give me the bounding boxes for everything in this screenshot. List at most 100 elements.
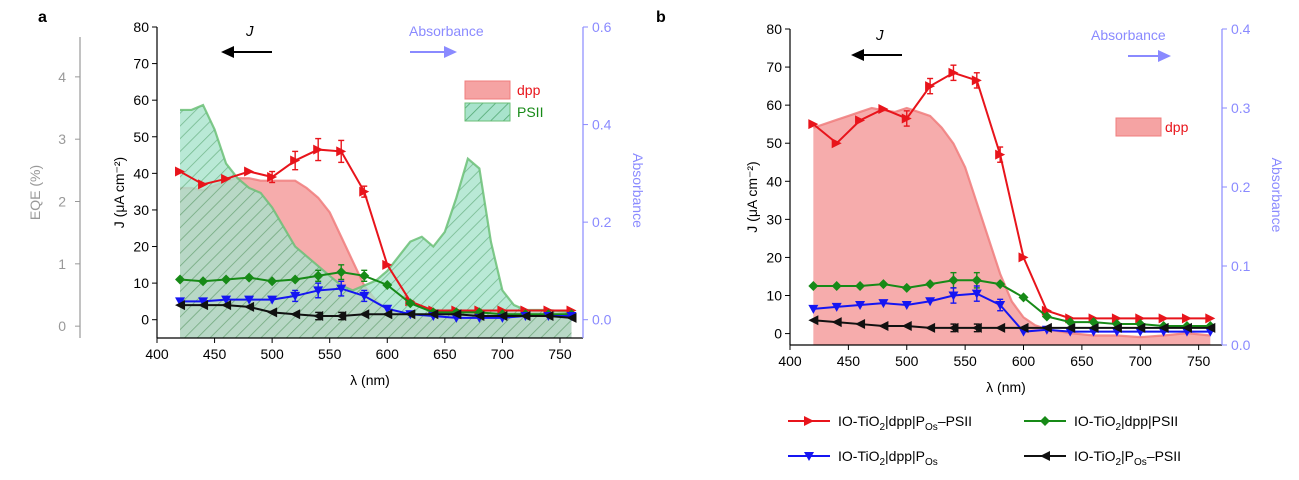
data-point-ptios_psii [290,155,301,166]
data-point-ptios_psii [901,113,912,124]
y-tick-label: 20 [766,249,782,265]
data-point-dpp_psii [948,275,959,286]
data-point-pos_psii [198,300,209,311]
y3-tick-label: 3 [58,131,66,147]
y2-tick-label: 0.2 [1231,179,1251,195]
y-tick-label: 10 [766,288,782,304]
legend-label-dpp_psii: IO-TiO2|dpp|PSII [1074,413,1178,433]
data-point-pos_psii [244,301,255,312]
data-point-pos_psii [428,309,439,320]
absorbance-edge-dpp [812,106,1211,339]
panel-a-legend-dpp-swatch [464,80,511,100]
y-tick-label: 70 [133,56,149,72]
x-tick-label: 450 [203,346,227,362]
x-tick-label: 500 [260,346,284,362]
data-point-ptios_psii [1018,252,1029,263]
x-tick-label: 550 [953,353,977,369]
data-point-ptios_psii [1135,313,1146,324]
data-point-pos_psii [451,309,462,320]
data-point-pos_psii [925,322,936,333]
data-point-ptios_psii [808,119,819,130]
x-axis-label: λ (nm) [350,372,390,388]
series-legend: IO-TiO2|dpp|POs–PSII IO-TiO2|dpp|PSII IO-T… [788,413,1181,468]
data-point-dpp_pos [175,297,186,307]
data-point-dpp_pos [995,301,1006,311]
data-point-pos_psii [831,317,842,328]
data-point-ptios_psii [831,138,842,149]
data-point-ptios_psii [221,173,232,184]
y-tick-label: 80 [766,21,782,37]
legend-label-ptios_psii: IO-TiO2|dpp|POs–PSII [838,413,972,433]
data-point-dpp_psii [267,276,278,287]
y-axis-label: J (μA cm⁻²) [111,157,127,228]
data-point-ptios_psii [878,103,889,114]
data-point-dpp_psii [855,280,866,291]
data-point-dpp_psii [831,280,842,291]
data-point-pos_psii [543,311,554,322]
y2-tick-label: 0.0 [1231,337,1251,353]
data-point-pos_psii [290,309,301,320]
data-point-pos_psii [566,312,577,323]
data-point-ptios_psii [1158,313,1169,324]
data-point-ptios_psii [198,179,209,190]
data-point-ptios_psii [175,166,186,177]
legend-marker-pos_psii [1040,451,1050,461]
y2-tick-label: 0.0 [592,312,612,328]
x-tick-label: 400 [145,346,169,362]
data-point-dpp_pos [336,284,347,294]
data-point-dpp_pos [267,295,278,305]
panel-b-inset-legend: dpp [1115,117,1189,137]
x-tick-label: 700 [1129,353,1153,369]
y-tick-label: 60 [133,92,149,108]
data-point-dpp_pos [313,286,324,296]
data-point-dpp_psii [198,276,209,287]
data-point-ptios_psii [1205,313,1216,324]
x-tick-label: 600 [1012,353,1036,369]
data-point-dpp_pos [198,297,209,307]
y2-axis-label: Absorbance [1269,158,1285,233]
y2-axis-label: Absorbance [630,153,646,228]
data-point-ptios_psii [382,259,393,270]
data-point-dpp_pos [925,297,936,307]
data-point-dpp_psii [995,279,1006,290]
data-point-dpp_psii [221,274,232,285]
data-point-dpp_pos [901,301,912,311]
data-point-ptios_psii [267,172,278,183]
y-tick-label: 0 [141,312,149,328]
legend-marker-ptios_psii [804,416,814,426]
panel-a-legend-psii-swatch [464,102,511,122]
data-point-pos_psii [1181,322,1192,333]
data-point-dpp_psii [878,279,889,290]
y-tick-label: 40 [766,173,782,189]
legend-label-dpp_pos: IO-TiO2|dpp|POs [838,448,938,468]
data-point-pos_psii [359,309,370,320]
data-point-pos_psii [901,320,912,331]
panel-a-j-annotation: J [245,23,254,40]
x-tick-label: 650 [1070,353,1094,369]
data-point-pos_psii [1018,322,1029,333]
y-tick-label: 30 [766,211,782,227]
data-point-dpp_pos [382,304,393,314]
y3-axis-label: EQE (%) [27,165,43,220]
data-point-dpp_psii [405,298,416,309]
data-point-dpp_pos [971,289,982,299]
data-point-dpp_psii [925,279,936,290]
absorbance-area-psii [180,105,572,338]
x-tick-label: 600 [376,346,400,362]
data-point-pos_psii [808,315,819,326]
data-point-ptios_psii [359,186,370,197]
panel-a-legend-dpp-label: dpp [517,82,541,98]
legend-marker-dpp_pos [804,452,814,461]
data-point-dpp_psii [359,270,370,281]
y-tick-label: 80 [133,19,149,35]
y-tick-label: 30 [133,202,149,218]
y-tick-label: 0 [774,326,782,342]
y3-tick-label: 1 [58,256,66,272]
data-point-pos_psii [1111,322,1122,333]
panel-a-absorbance-arrow [410,46,457,58]
data-point-pos_psii [405,309,416,320]
panel-a-absorbance-annotation: Absorbance [409,23,484,39]
data-point-dpp_psii [1018,292,1029,303]
y3-tick-label: 0 [58,318,66,334]
